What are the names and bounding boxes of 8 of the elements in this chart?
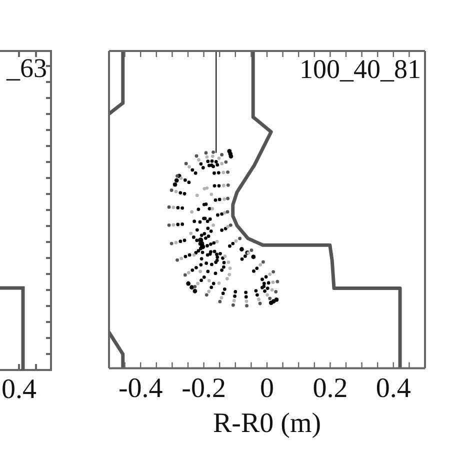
x-tick-label: 0.4 <box>376 372 411 404</box>
chart-title: 100_40_81 <box>300 54 421 84</box>
x-tick-label: -0.4 <box>118 372 163 404</box>
text: _63 <box>6 53 47 84</box>
x-tick-label: -0.2 <box>182 372 226 404</box>
x-tick-label: 0 <box>260 372 274 404</box>
x-axis-title: R-R0 (m) <box>212 408 322 439</box>
x-tick-label: 0.2 <box>312 372 348 404</box>
